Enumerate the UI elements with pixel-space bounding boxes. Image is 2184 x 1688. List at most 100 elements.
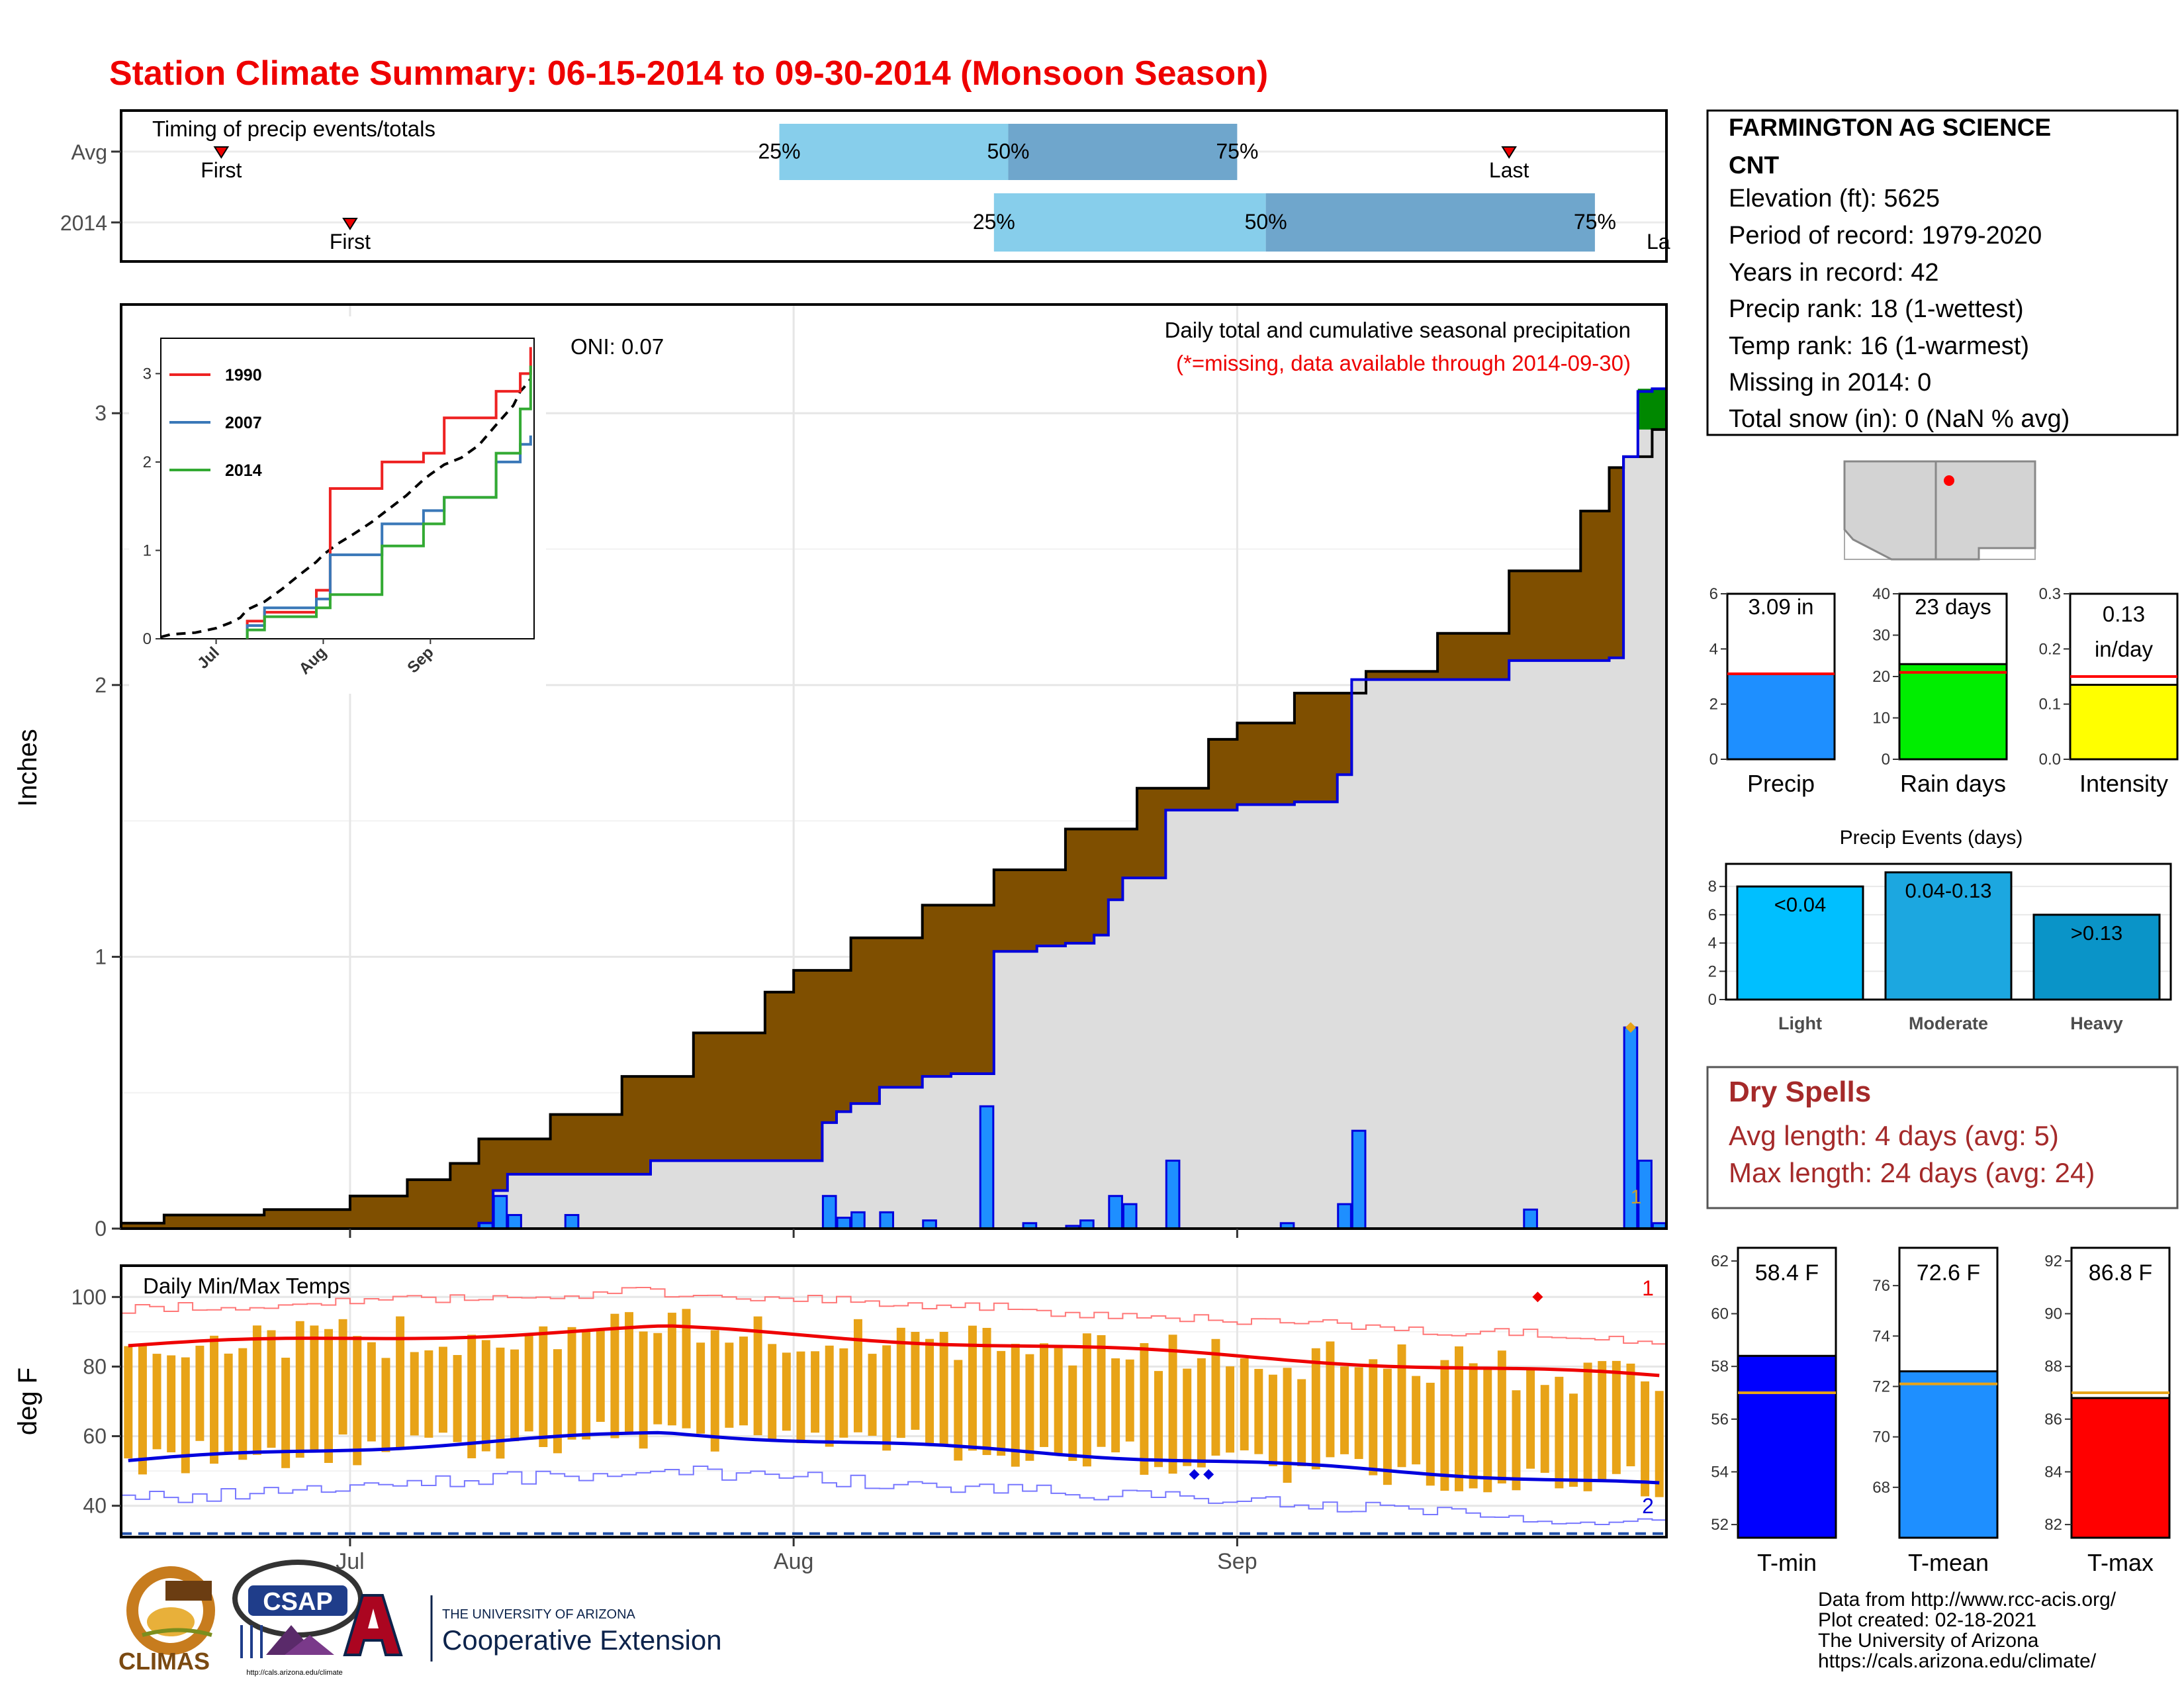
csap-logo: CSAP http://cals.arizona.edu/climate — [232, 1560, 363, 1677]
daily-temp-range-bar — [1054, 1348, 1063, 1455]
daily-temp-range-bar — [696, 1342, 705, 1434]
daily-temp-range-bar — [1340, 1366, 1349, 1454]
timing-row-label-avg: Avg — [71, 140, 107, 164]
dry-spells-border — [1706, 1066, 2179, 1209]
daily-temp-range-bar — [1326, 1341, 1335, 1458]
daily-temp-range-bar — [582, 1329, 591, 1440]
precip-panel-border — [120, 303, 1668, 1230]
mini-bar-tick-label: 0.2 — [2039, 640, 2061, 658]
temp-bar-tick-label: 70 — [1872, 1429, 1890, 1446]
timing-label-50: 50% — [987, 140, 1029, 164]
daily-temp-range-bar — [1283, 1368, 1292, 1483]
precip-y-tick-label: 1 — [95, 945, 107, 968]
daily-temp-range-bar — [1197, 1358, 1206, 1468]
daily-temp-range-bar — [1440, 1360, 1449, 1491]
temp-bar-tick-label: 68 — [1872, 1479, 1890, 1497]
daily-temp-range-bar — [653, 1333, 662, 1425]
ua-logo: THE UNIVERSITY OF ARIZONA Cooperative Ex… — [343, 1594, 722, 1662]
mini-bar-value-label: 3.09 in — [1748, 594, 1813, 619]
temp-bar-tick-label: 62 — [1711, 1252, 1729, 1270]
mini-bar-value — [1898, 663, 2008, 761]
mini-bar-title: Intensity — [2079, 770, 2168, 797]
observed-cumulative-line — [121, 387, 1666, 1229]
daily-temp-range-bar — [1068, 1365, 1077, 1461]
mini-bar-tick-label: 30 — [1872, 627, 1890, 645]
page-title: Station Climate Summary: 06-15-2014 to 0… — [109, 54, 1268, 93]
record-high-marker — [1532, 1291, 1543, 1303]
csap-url-text: http://cals.arizona.edu/climate — [246, 1669, 343, 1677]
month-x-tick-label: Sep — [1217, 1549, 1257, 1574]
mini-bar-tick-label: 0.3 — [2039, 585, 2061, 603]
max-daily-marker — [1625, 1022, 1636, 1033]
surplus-area-top — [1637, 389, 1666, 430]
daily-temp-range-bar — [839, 1348, 848, 1438]
temp-summary-bars: 52 54 56 58 60 62 58.4 F T-min 68 70 72 74 76 72.6 F T… — [1711, 1246, 2171, 1576]
events-tick-label: 4 — [1708, 935, 1717, 953]
mini-bar-charts: 0 2 4 6 3.09 in Precip 0 10 20 30 40 23 days Rain da… — [1709, 585, 2179, 797]
daily-temp-range-bar — [167, 1355, 176, 1452]
temp-bar-tick-label: 72 — [1872, 1378, 1890, 1395]
daily-precip-bar — [922, 1219, 937, 1229]
daily-temp-range-bar — [496, 1347, 505, 1459]
precip-y-tick-label: 3 — [95, 401, 107, 425]
timing-last-label: Last — [1489, 158, 1529, 182]
mini-bar-chart-0: 0 2 4 6 3.09 in Precip — [1709, 585, 1836, 797]
events-bar-label: >0.13 — [2071, 921, 2122, 945]
daily-temp-range-bar — [667, 1313, 676, 1426]
daily-temp-range-bar — [596, 1330, 605, 1422]
record-low-marker — [1203, 1469, 1214, 1480]
daily-temp-range-bar — [1154, 1371, 1163, 1468]
inset-y-tick-label: 1 — [143, 541, 152, 559]
daily-temp-range-bar — [396, 1316, 405, 1448]
timing-range-50-75 — [1008, 124, 1238, 180]
daily-temp-range-bar — [954, 1360, 963, 1461]
timing-label-75: 75% — [1216, 140, 1258, 164]
daily-temp-range-bar — [567, 1327, 576, 1440]
daily-temp-range-bar — [1025, 1354, 1034, 1461]
inset-lines — [161, 347, 532, 639]
credit-line-4: https://cals.arizona.edu/climate/ — [1818, 1650, 2097, 1672]
inset-series-line-2014 — [246, 365, 532, 639]
daily-temp-range-bar — [1497, 1350, 1506, 1484]
daily-temp-range-bar — [152, 1354, 161, 1450]
temp-marker-bottom: 2 — [1642, 1494, 1654, 1518]
daily-temp-range-bar — [310, 1325, 319, 1453]
temp-panel-title: Daily Min/Max Temps — [143, 1274, 350, 1298]
daily-temp-range-bar — [1040, 1343, 1048, 1447]
daily-temp-range-bar — [1655, 1391, 1664, 1497]
mini-bar-tick-label: 40 — [1872, 585, 1890, 603]
daily-temp-range-bar — [639, 1331, 648, 1449]
climas-logo-text: CLIMAS — [118, 1648, 210, 1675]
events-tick-label: 0 — [1708, 991, 1717, 1009]
daily-temp-range-bar — [481, 1340, 490, 1452]
daily-precip-bar — [507, 1213, 522, 1229]
daily-temp-range-bar — [1226, 1366, 1235, 1453]
daily-temp-range-bar — [1297, 1379, 1306, 1466]
daily-temp-range-bar — [1612, 1360, 1621, 1474]
temp-bar-chart-0: 52 54 56 58 60 62 58.4 F T-min — [1711, 1246, 1837, 1576]
mini-bar-title: Rain days — [1900, 770, 2006, 797]
events-bar — [1884, 871, 2013, 1001]
daily-precip-bar — [836, 1217, 852, 1229]
daily-temp-range-bar — [424, 1350, 433, 1438]
precip-events-chart: Precip Events (days) <0.04 Light 0.04-0.13… — [1708, 827, 2172, 1033]
precip-daily-bars — [478, 1022, 1666, 1229]
temp-bar-chart-2: 82 84 86 88 90 92 86.8 F T-max — [2044, 1246, 2171, 1576]
daily-temp-range-bar — [453, 1354, 462, 1442]
timing-label-50: 50% — [1245, 210, 1287, 234]
timing-first-label: First — [330, 230, 371, 254]
daily-temp-range-bar — [925, 1338, 934, 1444]
events-panel-border — [1725, 863, 2172, 1001]
daily-temp-range-bar — [782, 1352, 791, 1431]
daily-temp-range-bar — [1583, 1362, 1592, 1491]
temp-bar-tick-label: 88 — [2044, 1358, 2062, 1376]
precip-panel: 0 1 2 3 Inches ONI: 0.07 Daily total and cu… — [13, 303, 1668, 1241]
precip-side-note: 1 — [1631, 1186, 1642, 1208]
daily-temp-range-bar — [252, 1325, 261, 1455]
daily-temp-range-bar — [324, 1329, 333, 1463]
daily-precip-bar — [1122, 1203, 1138, 1229]
mini-bar-tick-label: 20 — [1872, 668, 1890, 686]
station-elevation: Elevation (ft): 5625 — [1729, 185, 1940, 212]
ua-logo-bottom-text: Cooperative Extension — [442, 1624, 722, 1656]
